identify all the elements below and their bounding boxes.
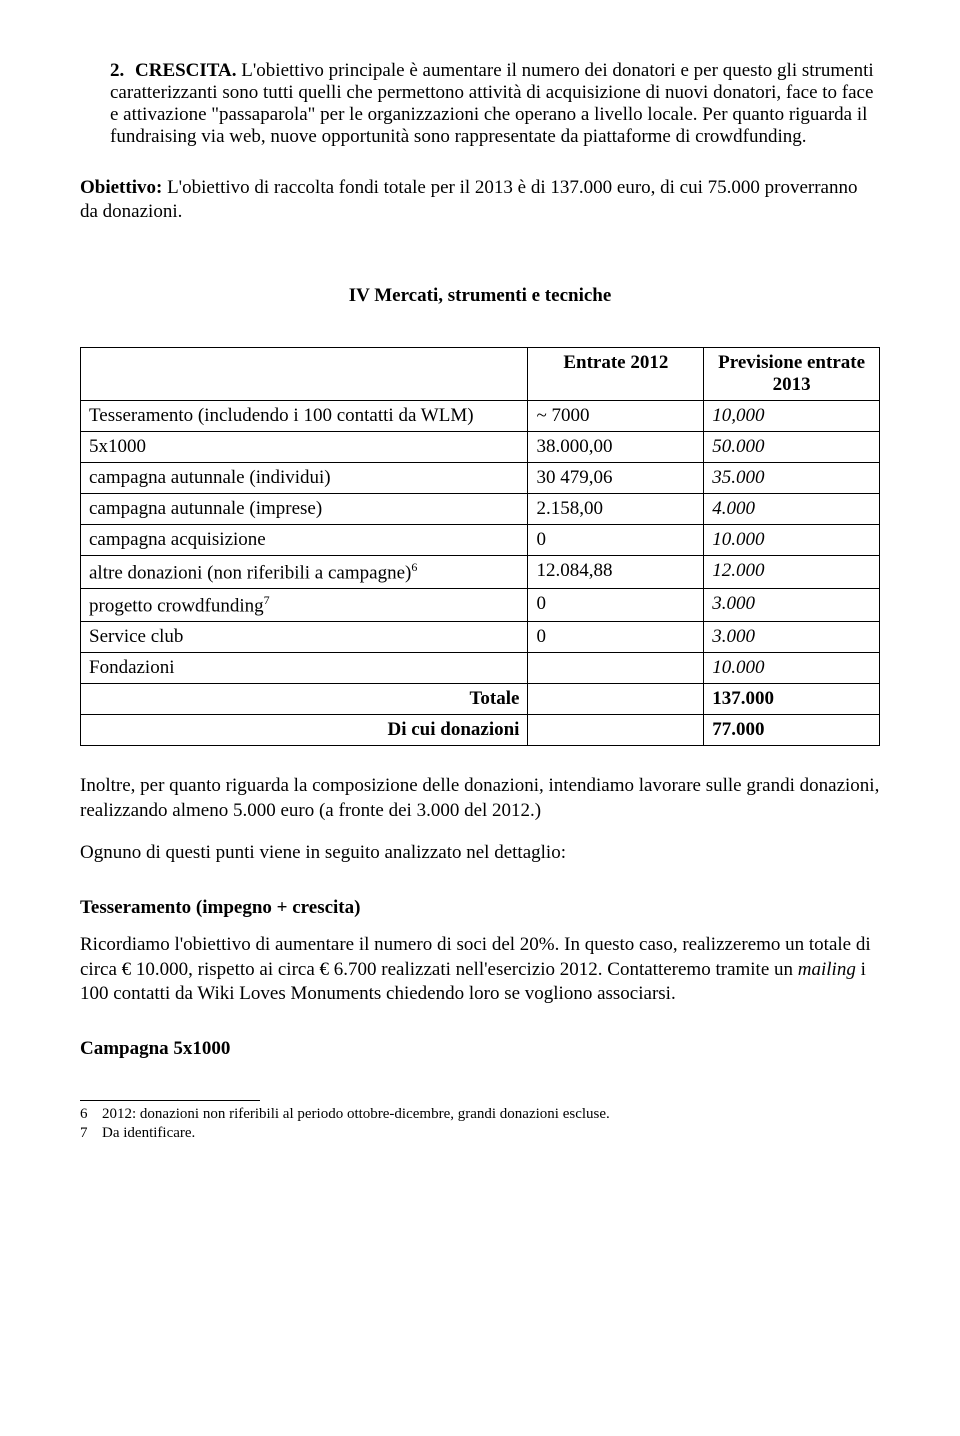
row-2013: 10.000 xyxy=(704,524,880,555)
row-2013: 50.000 xyxy=(704,431,880,462)
objective-label: Obiettivo: xyxy=(80,177,162,198)
footnote-7: 7Da identificare. xyxy=(80,1124,880,1143)
row-label: Fondazioni xyxy=(81,653,528,684)
row-label: Service club xyxy=(81,622,528,653)
row-2012: 2.158,00 xyxy=(528,493,704,524)
row-2012: 30 479,06 xyxy=(528,462,704,493)
footnote-ref: 6 xyxy=(411,560,417,574)
table-header-row: Entrate 2012 Previsione entrate 2013 xyxy=(81,347,880,400)
row-2013: 10.000 xyxy=(704,653,880,684)
document-page: 2. CRESCITA. L'obiettivo principale è au… xyxy=(0,0,960,1183)
row-2012: 0 xyxy=(528,588,704,621)
table-row: Tesseramento (includendo i 100 contatti … xyxy=(81,400,880,431)
row-2012: 0 xyxy=(528,622,704,653)
row-label: campagna autunnale (imprese) xyxy=(81,493,528,524)
entrate-table: Entrate 2012 Previsione entrate 2013 Tes… xyxy=(80,347,880,747)
subheading-tesseramento: Tesseramento (impegno + crescita) xyxy=(80,897,880,919)
row-2013: 3.000 xyxy=(704,622,880,653)
tesseramento-mailing: mailing xyxy=(798,959,856,980)
row-2013: 4.000 xyxy=(704,493,880,524)
objective-text: L'obiettivo di raccolta fondi totale per… xyxy=(80,177,858,222)
table-row: 5x100038.000,0050.000 xyxy=(81,431,880,462)
row-2012: 38.000,00 xyxy=(528,431,704,462)
donations-2013: 77.000 xyxy=(704,715,880,746)
table-row: progetto crowdfunding703.000 xyxy=(81,588,880,621)
row-2013: 3.000 xyxy=(704,588,880,621)
table-header-empty xyxy=(81,347,528,400)
footnote-separator xyxy=(80,1100,260,1101)
row-2012 xyxy=(528,653,704,684)
paragraph-tesseramento: Ricordiamo l'obiettivo di aumentare il n… xyxy=(80,933,880,1006)
table-row: campagna autunnale (individui)30 479,063… xyxy=(81,462,880,493)
table-row: campagna autunnale (imprese) 2.158,004.0… xyxy=(81,493,880,524)
total-2012 xyxy=(528,684,704,715)
row-label: 5x1000 xyxy=(81,431,528,462)
footnote-6: 62012: donazioni non riferibili al perio… xyxy=(80,1105,880,1124)
row-label: progetto crowdfunding7 xyxy=(81,588,528,621)
total-label: Totale xyxy=(81,684,528,715)
row-2012: 12.084,88 xyxy=(528,555,704,588)
table-row: Fondazioni 10.000 xyxy=(81,653,880,684)
list-item-crescita: 2. CRESCITA. L'obiettivo principale è au… xyxy=(110,60,880,148)
row-2012: ~ 7000 xyxy=(528,400,704,431)
footnote-ref: 7 xyxy=(264,593,270,607)
paragraph-after-table: Inoltre, per quanto riguarda la composiz… xyxy=(80,774,880,823)
table-header-2013: Previsione entrate 2013 xyxy=(704,347,880,400)
footnote-text-6: 2012: donazioni non riferibili al period… xyxy=(102,1106,610,1122)
list-title: CRESCITA. xyxy=(135,60,237,81)
row-label: altre donazioni (non riferibili a campag… xyxy=(81,555,528,588)
table-total-row: Totale 137.000 xyxy=(81,684,880,715)
table-row: Service club03.000 xyxy=(81,622,880,653)
row-2013: 10,000 xyxy=(704,400,880,431)
donations-2012 xyxy=(528,715,704,746)
row-label: campagna autunnale (individui) xyxy=(81,462,528,493)
table-donations-row: Di cui donazioni 77.000 xyxy=(81,715,880,746)
row-label: Tesseramento (includendo i 100 contatti … xyxy=(81,400,528,431)
total-2013: 137.000 xyxy=(704,684,880,715)
donations-label: Di cui donazioni xyxy=(81,715,528,746)
row-label: campagna acquisizione xyxy=(81,524,528,555)
paragraph-detail: Ognuno di questi punti viene in seguito … xyxy=(80,841,880,865)
list-number: 2. xyxy=(110,60,124,81)
table-row: altre donazioni (non riferibili a campag… xyxy=(81,555,880,588)
row-2013: 35.000 xyxy=(704,462,880,493)
section-title: IV Mercati, strumenti e tecniche xyxy=(80,285,880,307)
tesseramento-text-a: Ricordiamo l'obiettivo di aumentare il n… xyxy=(80,934,871,979)
row-2013: 12.000 xyxy=(704,555,880,588)
table-header-2012: Entrate 2012 xyxy=(528,347,704,400)
footnote-text-7: Da identificare. xyxy=(102,1125,195,1141)
table-row: campagna acquisizione010.000 xyxy=(81,524,880,555)
row-2012: 0 xyxy=(528,524,704,555)
footnote-num-7: 7 xyxy=(80,1124,102,1143)
footnote-num-6: 6 xyxy=(80,1105,102,1124)
objective-paragraph: Obiettivo: L'obiettivo di raccolta fondi… xyxy=(80,176,880,225)
subheading-5x1000: Campagna 5x1000 xyxy=(80,1038,880,1060)
